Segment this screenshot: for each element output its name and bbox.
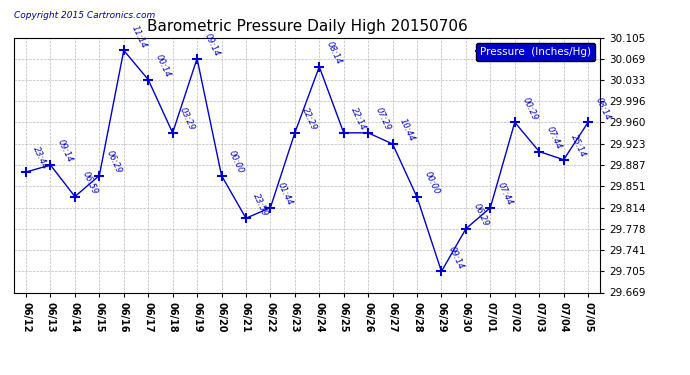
Text: 01:44: 01:44 [276, 181, 295, 207]
Pressure  (Inches/Hg) [144, 77, 152, 82]
Pressure  (Inches/Hg) [46, 163, 55, 167]
Text: 10:44: 10:44 [398, 117, 417, 143]
Text: Copyright 2015 Cartronics.com: Copyright 2015 Cartronics.com [14, 11, 155, 20]
Pressure  (Inches/Hg) [388, 142, 397, 146]
Pressure  (Inches/Hg) [560, 158, 568, 162]
Pressure  (Inches/Hg) [584, 120, 592, 124]
Pressure  (Inches/Hg) [437, 269, 446, 274]
Pressure  (Inches/Hg) [266, 206, 275, 210]
Pressure  (Inches/Hg) [95, 173, 104, 178]
Pressure  (Inches/Hg) [241, 216, 250, 220]
Pressure  (Inches/Hg) [119, 48, 128, 52]
Text: 08:14: 08:14 [325, 40, 344, 66]
Text: 06:59: 06:59 [81, 170, 99, 196]
Text: 07:44: 07:44 [496, 181, 514, 207]
Text: 00:14: 00:14 [154, 53, 172, 79]
Pressure  (Inches/Hg) [486, 206, 495, 210]
Text: 09:14: 09:14 [447, 245, 466, 271]
Pressure  (Inches/Hg) [413, 195, 421, 200]
Pressure  (Inches/Hg) [193, 56, 201, 61]
Pressure  (Inches/Hg) [535, 149, 543, 154]
Text: 09:14: 09:14 [203, 32, 221, 58]
Text: 03:29: 03:29 [178, 106, 197, 132]
Text: 09:14: 09:14 [56, 138, 75, 164]
Pressure  (Inches/Hg) [71, 194, 79, 199]
Text: 25:14: 25:14 [569, 133, 588, 159]
Pressure  (Inches/Hg) [511, 120, 519, 124]
Text: 22:29: 22:29 [300, 106, 319, 132]
Text: 11:14: 11:14 [129, 24, 148, 50]
Pressure  (Inches/Hg) [364, 130, 373, 135]
Pressure  (Inches/Hg) [290, 130, 299, 135]
Pressure  (Inches/Hg) [168, 130, 177, 135]
Text: 23:44: 23:44 [32, 146, 50, 171]
Line: Pressure  (Inches/Hg): Pressure (Inches/Hg) [21, 45, 593, 276]
Text: 06:29: 06:29 [471, 202, 490, 228]
Text: 07:44: 07:44 [545, 125, 563, 151]
Text: 23:59: 23:59 [252, 192, 270, 217]
Title: Barometric Pressure Daily High 20150706: Barometric Pressure Daily High 20150706 [147, 18, 467, 33]
Legend: Pressure  (Inches/Hg): Pressure (Inches/Hg) [476, 43, 595, 61]
Pressure  (Inches/Hg) [22, 170, 30, 174]
Pressure  (Inches/Hg) [339, 130, 348, 135]
Pressure  (Inches/Hg) [217, 173, 226, 178]
Text: 00:29: 00:29 [520, 96, 539, 122]
Text: 06:29: 06:29 [105, 149, 124, 175]
Pressure  (Inches/Hg) [315, 64, 324, 69]
Text: 00:00: 00:00 [422, 171, 441, 196]
Text: 07:29: 07:29 [374, 106, 392, 132]
Pressure  (Inches/Hg) [462, 226, 470, 231]
Text: 08:14: 08:14 [593, 96, 612, 122]
Text: 00:00: 00:00 [227, 149, 246, 175]
Text: 22:14: 22:14 [349, 106, 368, 132]
